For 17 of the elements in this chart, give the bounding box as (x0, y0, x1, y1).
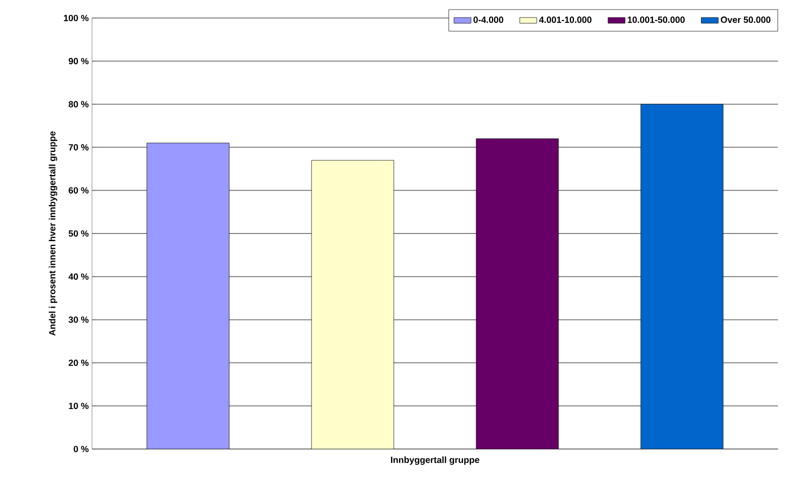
y-tick-label: 100 % (64, 14, 89, 22)
y-tick-label: 60 % (68, 187, 89, 194)
x-axis-title: Innbyggertall gruppe (391, 456, 480, 465)
legend-label: 0-4.000 (474, 16, 504, 23)
y-tick-label: 50 % (68, 230, 89, 237)
legend-label: 4.001-10.000 (539, 16, 592, 23)
y-tick-label: 0 % (74, 446, 89, 452)
y-tick-label: 80 % (68, 101, 89, 108)
legend-label: Over 50.000 (720, 16, 770, 23)
y-tick-label: 20 % (68, 360, 89, 366)
y-tick-label: 10 % (68, 402, 89, 410)
y-tick-label: 70 % (68, 144, 89, 150)
y-axis-title: Andel i prosent innen hver innbyggertall gruppe (48, 131, 58, 336)
legend-label: 10.001-50.000 (628, 16, 685, 23)
y-tick-label: 40 % (68, 273, 89, 280)
y-tick-label: 90 % (68, 58, 89, 64)
y-tick-label: 30 % (68, 316, 89, 323)
